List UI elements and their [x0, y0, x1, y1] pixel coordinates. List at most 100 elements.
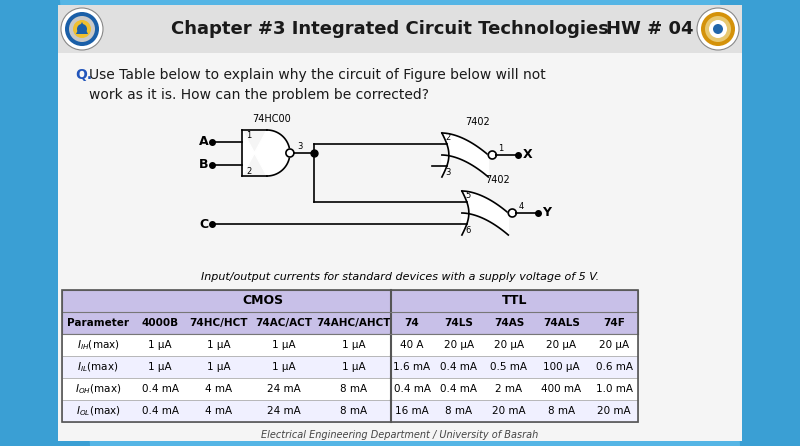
Text: Input/output currents for standard devices with a supply voltage of 5 V.: Input/output currents for standard devic…	[201, 272, 599, 282]
FancyBboxPatch shape	[58, 5, 742, 53]
Text: 0.4 mA: 0.4 mA	[394, 384, 430, 394]
Text: 3: 3	[445, 168, 450, 177]
Text: 0.5 mA: 0.5 mA	[490, 362, 527, 372]
FancyBboxPatch shape	[58, 5, 742, 441]
Text: 1: 1	[498, 144, 503, 153]
Text: 74AC/ACT: 74AC/ACT	[255, 318, 312, 328]
Text: 74: 74	[405, 318, 419, 328]
Text: 1 μA: 1 μA	[148, 362, 172, 372]
Text: 0.4 mA: 0.4 mA	[142, 406, 178, 416]
Text: 1.6 mA: 1.6 mA	[394, 362, 430, 372]
Text: 1 μA: 1 μA	[206, 362, 230, 372]
Text: Use Table below to explain why the circuit of Figure below will not
work as it i: Use Table below to explain why the circu…	[89, 68, 546, 102]
Polygon shape	[508, 209, 516, 217]
Bar	[62, 290, 638, 422]
Text: 74HC00: 74HC00	[253, 114, 291, 124]
Text: 74HC/HCT: 74HC/HCT	[190, 318, 248, 328]
Text: Y: Y	[542, 206, 551, 219]
Text: Chapter #3 Integrated Circuit Technologies: Chapter #3 Integrated Circuit Technologi…	[171, 20, 609, 38]
Text: 1 μA: 1 μA	[272, 340, 295, 350]
Text: 24 mA: 24 mA	[266, 406, 300, 416]
Text: $I_{OH}$(max): $I_{OH}$(max)	[75, 382, 121, 396]
Bar	[62, 400, 638, 422]
Text: 16 mA: 16 mA	[395, 406, 429, 416]
Text: 20 mA: 20 mA	[492, 406, 526, 416]
Text: 20 mA: 20 mA	[597, 406, 631, 416]
Text: B: B	[198, 158, 208, 171]
Text: 74ALS: 74ALS	[543, 318, 580, 328]
Polygon shape	[76, 22, 88, 34]
Text: Q.: Q.	[75, 68, 92, 82]
Text: HW # 04: HW # 04	[606, 20, 694, 38]
Text: 0.4 mA: 0.4 mA	[142, 384, 178, 394]
Circle shape	[697, 8, 739, 50]
Circle shape	[705, 16, 731, 42]
Text: 74F: 74F	[603, 318, 625, 328]
Circle shape	[77, 24, 87, 34]
Polygon shape	[242, 130, 290, 176]
Text: 8 mA: 8 mA	[548, 406, 575, 416]
Text: 1 μA: 1 μA	[148, 340, 172, 350]
Text: 1 μA: 1 μA	[342, 340, 366, 350]
FancyBboxPatch shape	[62, 290, 638, 334]
Text: 2: 2	[246, 166, 251, 175]
Text: C: C	[199, 218, 208, 231]
Text: 400 mA: 400 mA	[542, 384, 582, 394]
Text: 74LS: 74LS	[445, 318, 474, 328]
Polygon shape	[0, 0, 90, 446]
Circle shape	[69, 16, 95, 42]
Text: 4000B: 4000B	[142, 318, 178, 328]
Text: 4 mA: 4 mA	[205, 384, 232, 394]
Circle shape	[701, 12, 735, 46]
Text: 20 μA: 20 μA	[546, 340, 577, 350]
Text: 0.4 mA: 0.4 mA	[441, 384, 478, 394]
Text: 2: 2	[445, 133, 450, 142]
Text: 74AS: 74AS	[494, 318, 524, 328]
Circle shape	[61, 8, 103, 50]
Polygon shape	[442, 133, 488, 177]
Polygon shape	[462, 191, 508, 235]
Circle shape	[65, 12, 99, 46]
Bar	[62, 334, 638, 356]
Text: 4: 4	[518, 202, 523, 211]
Text: 4 mA: 4 mA	[205, 406, 232, 416]
Polygon shape	[720, 0, 800, 446]
Text: CMOS: CMOS	[242, 294, 283, 307]
Text: 0.4 mA: 0.4 mA	[441, 362, 478, 372]
Text: 8 mA: 8 mA	[340, 406, 367, 416]
Text: $I_{IH}$(max): $I_{IH}$(max)	[77, 338, 119, 352]
Polygon shape	[286, 149, 294, 157]
Text: 20 μA: 20 μA	[444, 340, 474, 350]
Text: 24 mA: 24 mA	[266, 384, 300, 394]
Circle shape	[709, 20, 727, 38]
Text: 40 A: 40 A	[400, 340, 424, 350]
Circle shape	[73, 20, 91, 38]
Text: $I_{OL}$(max): $I_{OL}$(max)	[75, 404, 121, 418]
Text: $I_{IL}$(max): $I_{IL}$(max)	[78, 360, 118, 374]
Text: 1.0 mA: 1.0 mA	[595, 384, 633, 394]
Polygon shape	[488, 151, 496, 159]
Text: 6: 6	[465, 226, 470, 235]
Text: 7402: 7402	[486, 175, 510, 185]
Text: 2 mA: 2 mA	[495, 384, 522, 394]
Text: 74AHC/AHCT: 74AHC/AHCT	[316, 318, 390, 328]
Text: 100 μA: 100 μA	[543, 362, 580, 372]
Text: 3: 3	[297, 142, 302, 151]
Text: TTL: TTL	[502, 294, 527, 307]
Text: 20 μA: 20 μA	[599, 340, 629, 350]
Text: 8 mA: 8 mA	[446, 406, 473, 416]
Circle shape	[713, 24, 723, 34]
Bar	[62, 378, 638, 400]
Text: X: X	[522, 149, 532, 161]
Text: 1 μA: 1 μA	[272, 362, 295, 372]
Text: 7402: 7402	[466, 117, 490, 127]
Text: 20 μA: 20 μA	[494, 340, 524, 350]
Text: 1 μA: 1 μA	[342, 362, 366, 372]
Bar	[62, 356, 638, 378]
Text: 8 mA: 8 mA	[340, 384, 367, 394]
Text: Parameter: Parameter	[67, 318, 129, 328]
Text: 5: 5	[465, 191, 470, 200]
Text: 1 μA: 1 μA	[206, 340, 230, 350]
Text: A: A	[198, 135, 208, 148]
Text: Electrical Engineering Department / University of Basrah: Electrical Engineering Department / Univ…	[262, 430, 538, 440]
